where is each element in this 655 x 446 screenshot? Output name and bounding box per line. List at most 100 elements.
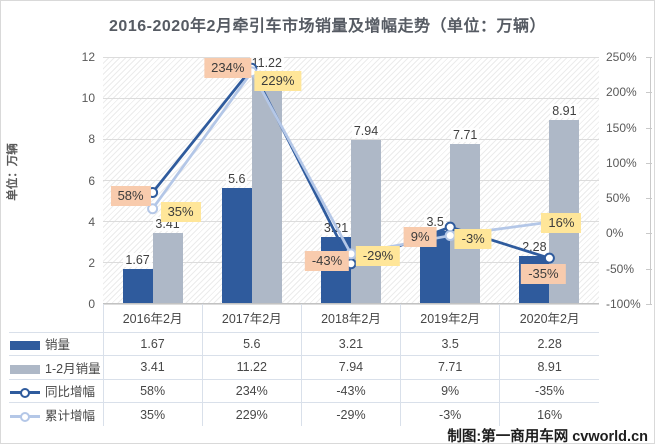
right-axis-tick-mark [646,198,652,200]
right-axis-tick-label: -50% [606,261,635,276]
right-axis-tick-label: 0% [606,226,624,241]
bar-value-label: 5.6 [209,171,265,187]
growth-value-label: -35% [521,264,566,285]
legend-line-swatch [10,411,40,422]
table-value-cell: 58% [102,378,203,403]
table-value-cell: 229% [201,402,302,427]
legend-line-swatch [10,387,40,399]
bar-value-label: 8.91 [536,103,592,119]
sales-bar [122,268,153,303]
growth-value-label: 16% [541,213,582,234]
growth-value-label: 229% [254,70,302,91]
table-value-cell: 8.91 [499,355,600,380]
right-axis-tick-mark [646,268,652,270]
table-value-cell: -3% [400,402,501,427]
credit-text: 制图:第一商用车网 cvworld.cn [447,429,648,445]
bar-value-label: 7.94 [338,123,394,139]
ytd-sales-bar [450,144,481,303]
left-axis-tick-label: 4 [88,214,95,229]
legend-label: 同比增幅 [45,385,96,400]
right-axis-tick-mark [646,92,652,94]
table-value-cell: 35% [102,402,203,427]
growth-value-label: 234% [204,58,252,79]
growth-value-label: 58% [110,186,151,207]
right-axis-tick-mark [646,233,652,235]
legend-line-marker [20,388,30,399]
left-axis-tick-label: 2 [88,255,95,270]
table-value-cell: 2.28 [499,331,600,356]
grid-line [103,56,599,58]
left-axis-title: 单位：万辆 [7,143,19,201]
table-corner-cell [8,303,104,333]
table-value-cell: 234% [201,378,302,403]
bar-value-label: 11.22 [239,56,295,71]
legend-cell: 累计增幅 [8,402,104,427]
table-row: 累计增幅 35% 229% -29% -3% 16% [8,402,600,427]
data-point-marker [444,230,456,242]
growth-value-label: 35% [160,201,201,222]
grid-line [103,138,599,140]
bar-value-label: 1.67 [110,252,166,268]
cum-growth-line [151,70,550,256]
legend-cell: 同比增幅 [8,378,104,403]
ytd-sales-bar [152,232,183,303]
legend-bar-swatch [10,364,40,374]
table-header-cell: 2016年2月 [102,303,203,333]
table-header-cell: 2019年2月 [400,303,501,333]
right-axis-tick-label: 150% [606,120,637,135]
right-axis-tick-label: 100% [606,155,637,170]
growth-value-label: -29% [355,245,401,266]
legend-bar-swatch [10,341,40,351]
table-value-cell: 3.41 [102,355,203,380]
table-value-cell: 11.22 [201,355,302,380]
chart-title: 2016-2020年2月牵引车市场销量及增幅走势（单位：万辆） [109,18,546,35]
table-value-cell: -29% [300,402,402,427]
legend-cell: 销量 [8,331,104,356]
table-row: 1-2月销量 3.41 11.22 7.94 7.71 8.91 [8,355,600,380]
right-axis-tick-label: 200% [606,85,637,100]
legend-cell: 1-2月销量 [8,355,104,380]
growth-value-label: 9% [403,227,437,248]
right-axis-tick-label: 50% [606,191,631,206]
right-axis-tick-mark [646,162,652,164]
table-value-cell: 7.71 [400,355,501,380]
legend-label: 1-2月销量 [45,361,101,376]
right-axis-tick-label: 250% [606,50,637,64]
table-value-cell: 5.6 [201,331,302,356]
bar-value-text: 11.22 [249,56,284,71]
plot-area: 1.67 5.6 3.21 3.5 2.28 3.41 11.22 7.94 7.71 8.91 5… [103,56,599,305]
ytd-sales-bar [251,72,282,303]
bar-value-text: 7.71 [451,128,480,143]
ytd-sales-bar [351,139,381,303]
growth-value-label: -3% [454,228,492,249]
left-axis-tick-label: 6 [88,173,95,188]
right-axis-tick-mark [646,304,652,305]
bar-value-label: 3.5 [407,214,463,230]
data-table: 2016年2月 2017年2月 2018年2月 2019年2月 2020年2月销量 1.6… [8,303,600,427]
table-value-cell: 16% [499,402,600,427]
bar-value-text: 7.94 [351,123,381,138]
table-value-cell: 3.21 [300,331,402,356]
bar-value-text: 3.5 [424,214,446,229]
bar-value-label: 7.71 [437,128,493,143]
sales-bar [221,187,252,303]
table-value-cell: 1.67 [102,331,203,356]
table-row: 同比增幅 58% 234% -43% 9% -35% [8,378,600,403]
table-header-cell: 2018年2月 [300,303,402,333]
table-value-cell: 3.5 [400,331,501,356]
left-axis-tick-label: 12 [81,50,95,64]
table-value-cell: 9% [400,378,501,403]
legend-label: 累计增幅 [45,409,96,423]
right-axis-tick-mark [646,57,652,58]
table-header-cell: 2017年2月 [201,303,302,333]
right-axis-tick-label: -100% [606,297,641,311]
table-header-cell: 2020年2月 [499,303,600,333]
growth-value-label: -43% [304,250,350,271]
bar-value-text: 1.67 [123,252,152,267]
table-value-cell: -35% [499,378,600,403]
bar-value-text: 5.6 [226,171,248,186]
left-axis-tick-label: 8 [88,132,95,147]
data-point-marker [543,252,555,264]
bar-value-text: 8.91 [550,103,579,118]
